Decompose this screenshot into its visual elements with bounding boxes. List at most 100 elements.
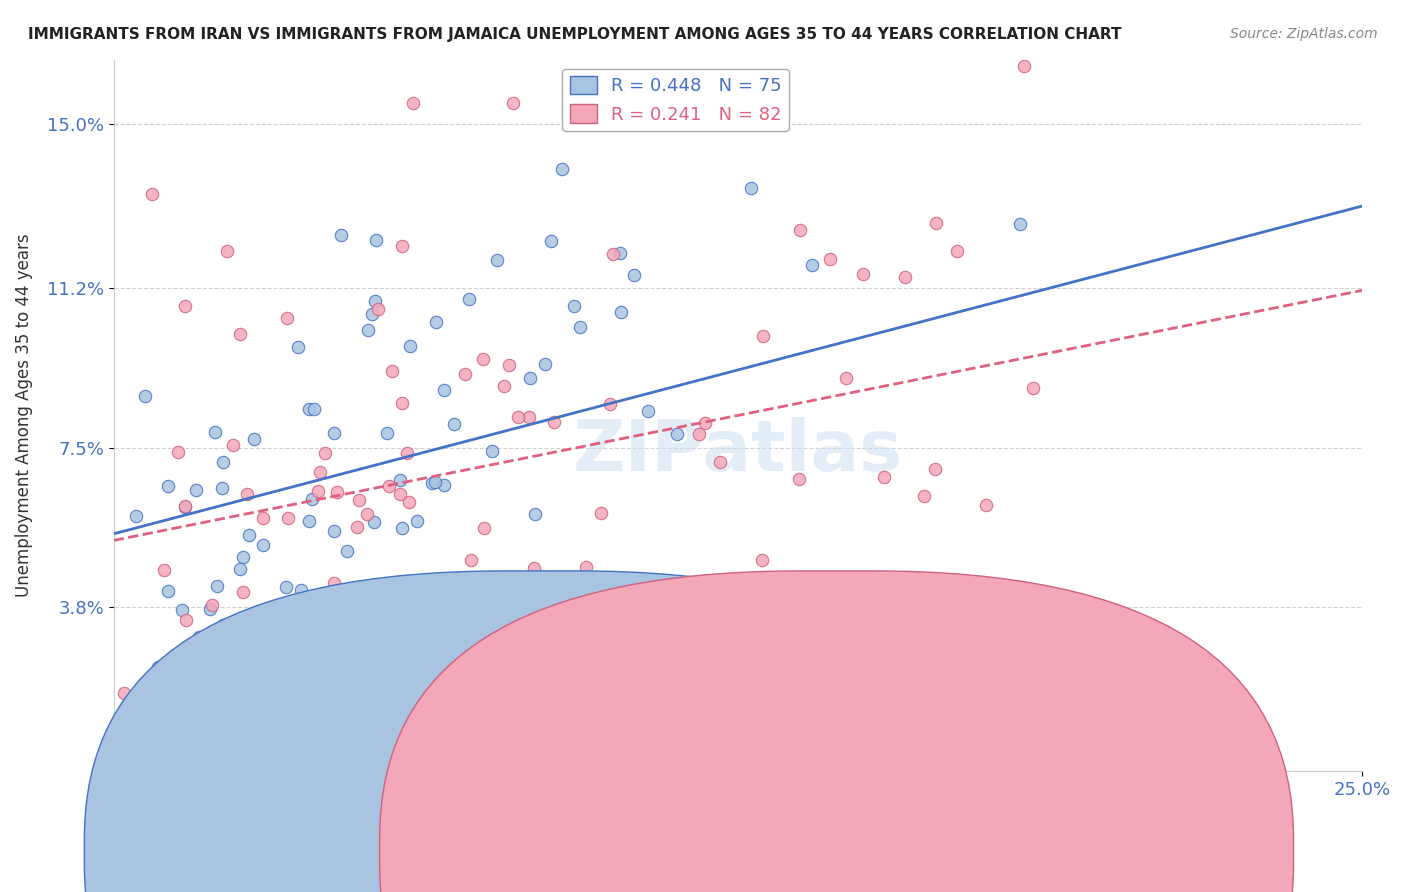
Immigrants from Jamaica [378,479,401,493]
Immigrants from Jamaica [173,500,195,514]
Immigrants from Iran [564,299,586,313]
Immigrants from Iran [156,479,179,493]
Immigrants from Iran [217,687,239,701]
Immigrants from Iran [361,307,384,321]
Immigrants from Jamaica [946,244,969,258]
Immigrants from Jamaica [174,299,197,313]
Immigrants from Iran [211,618,233,632]
Immigrants from Jamaica [751,553,773,567]
Immigrants from Jamaica [787,472,810,486]
Immigrants from Iran [1052,657,1074,671]
Immigrants from Jamaica [974,498,997,512]
Immigrants from Jamaica [852,267,875,281]
Immigrants from Iran [212,455,235,469]
Immigrants from Iran [323,425,346,440]
Immigrants from Jamaica [219,714,242,728]
Immigrants from Jamaica [229,326,252,341]
Immigrants from Iran [389,473,412,487]
Text: ZIPatlas: ZIPatlas [574,417,903,485]
Immigrants from Iran [204,425,226,439]
Immigrants from Jamaica [623,688,645,702]
Immigrants from Iran [277,716,299,731]
Immigrants from Iran [228,562,250,576]
Immigrants from Iran [364,293,387,308]
Immigrants from Jamaica [347,493,370,508]
Immigrants from Iran [665,427,688,442]
Immigrants from Iran [740,181,762,195]
Immigrants from Jamaica [398,495,420,509]
Immigrants from Jamaica [517,607,540,622]
Immigrants from Iran [432,637,454,651]
Immigrants from Iran [238,527,260,541]
Immigrants from Jamaica [752,329,775,343]
Immigrants from Jamaica [141,186,163,201]
Immigrants from Iran [637,404,659,418]
Immigrants from Iran [457,293,479,307]
Immigrants from Jamaica [389,487,412,501]
Immigrants from Jamaica [638,721,661,735]
Immigrants from Jamaica [925,216,948,230]
Immigrants from Jamaica [599,397,621,411]
Immigrants from Iran [623,268,645,282]
Immigrants from Jamaica [235,486,257,500]
Immigrants from Iran [329,614,352,628]
Immigrants from Jamaica [391,395,413,409]
Immigrants from Jamaica [402,95,425,110]
Immigrants from Iran [146,660,169,674]
Immigrants from Jamaica [575,560,598,574]
Immigrants from Jamaica [523,561,546,575]
Text: IMMIGRANTS FROM IRAN VS IMMIGRANTS FROM JAMAICA UNEMPLOYMENT AMONG AGES 35 TO 44: IMMIGRANTS FROM IRAN VS IMMIGRANTS FROM … [28,27,1122,42]
Text: Immigrants from Jamaica: Immigrants from Jamaica [821,807,1031,825]
Immigrants from Jamaica [176,613,198,627]
Immigrants from Jamaica [498,358,520,372]
Immigrants from Iran [359,658,381,673]
Immigrants from Jamaica [506,410,529,425]
Immigrants from Iran [658,89,681,103]
Immigrants from Jamaica [820,252,842,267]
Immigrants from Iran [301,491,323,506]
Immigrants from Iran [172,603,194,617]
Immigrants from Iran [134,389,156,403]
Immigrants from Jamaica [391,239,413,253]
Immigrants from Iran [425,475,447,489]
Immigrants from Iran [256,721,278,735]
Immigrants from Jamaica [1022,381,1045,395]
Immigrants from Iran [302,401,325,416]
Immigrants from Jamaica [280,662,302,676]
Text: Immigrants from Iran: Immigrants from Iran [550,807,727,825]
Immigrants from Jamaica [835,371,858,385]
Immigrants from Jamaica [602,246,624,260]
Immigrants from Iran [184,483,207,497]
Immigrants from Jamaica [326,484,349,499]
Immigrants from Jamaica [323,575,346,590]
Immigrants from Jamaica [167,445,190,459]
Immigrants from Iran [298,402,321,417]
Immigrants from Iran [366,233,388,247]
Immigrants from Iran [205,579,228,593]
Immigrants from Jamaica [201,598,224,612]
Immigrants from Jamaica [183,681,205,695]
Immigrants from Jamaica [409,690,432,705]
Immigrants from Jamaica [543,416,565,430]
Immigrants from Jamaica [276,311,298,326]
Immigrants from Jamaica [311,721,333,735]
Immigrants from Iran [801,258,824,272]
Immigrants from Jamaica [789,223,811,237]
Immigrants from Jamaica [924,462,946,476]
Immigrants from Iran [187,631,209,645]
Immigrants from Iran [453,603,475,617]
Immigrants from Iran [287,340,309,354]
Immigrants from Iran [433,478,456,492]
Immigrants from Jamaica [232,585,254,599]
Immigrants from Iran [243,432,266,446]
Immigrants from Iran [298,514,321,528]
Immigrants from Iran [391,521,413,535]
Immigrants from Jamaica [367,301,389,316]
Immigrants from Jamaica [200,643,222,657]
Immigrants from Iran [336,544,359,558]
Immigrants from Iran [232,549,254,564]
Immigrants from Jamaica [112,685,135,699]
Immigrants from Iran [524,507,547,521]
Immigrants from Jamaica [396,445,419,459]
Immigrants from Jamaica [380,364,402,378]
